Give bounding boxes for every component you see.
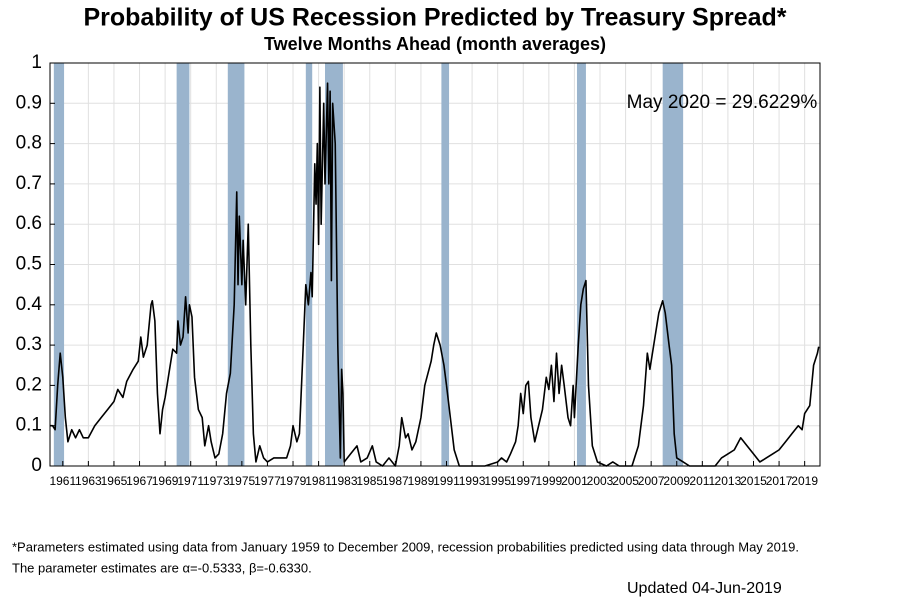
x-tick-label: 1965 bbox=[101, 474, 128, 488]
footnote: *Parameters estimated using data from Ja… bbox=[12, 539, 799, 554]
x-tick-label: 2007 bbox=[638, 474, 665, 488]
x-tick-label: 2019 bbox=[791, 474, 818, 488]
y-tick-label: 0.9 bbox=[16, 92, 42, 113]
x-tick-label: 1961 bbox=[49, 474, 76, 488]
x-tick-label: 1975 bbox=[229, 474, 256, 488]
y-tick-label: 0.1 bbox=[16, 415, 42, 436]
x-tick-label: 1983 bbox=[331, 474, 358, 488]
x-tick-label: 1997 bbox=[510, 474, 537, 488]
x-tick-label: 1999 bbox=[535, 474, 562, 488]
recession-band bbox=[662, 63, 684, 466]
y-tick-label: 1 bbox=[31, 52, 42, 73]
x-tick-label: 1967 bbox=[126, 474, 153, 488]
y-tick-label: 0.7 bbox=[16, 173, 42, 194]
y-tick-label: 0.3 bbox=[16, 334, 42, 355]
x-tick-label: 2009 bbox=[663, 474, 690, 488]
x-tick-label: 1981 bbox=[305, 474, 332, 488]
x-tick-label: 2005 bbox=[612, 474, 639, 488]
recession-band bbox=[53, 63, 65, 466]
x-tick-label: 1985 bbox=[356, 474, 383, 488]
updated-note: Updated 04-Jun-2019 bbox=[627, 580, 782, 597]
recession-band bbox=[227, 63, 245, 466]
x-tick-label: 2015 bbox=[740, 474, 767, 488]
y-tick-label: 0.2 bbox=[16, 374, 42, 395]
footnote: The parameter estimates are α=-0.5333, β… bbox=[12, 560, 312, 575]
x-tick-label: 1971 bbox=[177, 474, 204, 488]
x-tick-label: 1977 bbox=[254, 474, 281, 488]
x-tick-label: 1987 bbox=[382, 474, 409, 488]
x-tick-label: 1969 bbox=[152, 474, 179, 488]
x-tick-label: 1995 bbox=[484, 474, 511, 488]
x-tick-label: 1979 bbox=[280, 474, 307, 488]
recession-band bbox=[176, 63, 190, 466]
x-tick-label: 1963 bbox=[75, 474, 102, 488]
y-tick-label: 0.5 bbox=[16, 254, 42, 275]
x-tick-label: 2003 bbox=[587, 474, 614, 488]
x-tick-label: 2013 bbox=[715, 474, 742, 488]
recession-band bbox=[305, 63, 313, 466]
x-tick-label: 1993 bbox=[459, 474, 486, 488]
recession-band bbox=[576, 63, 586, 466]
y-tick-label: 0 bbox=[31, 455, 42, 476]
x-tick-label: 1973 bbox=[203, 474, 230, 488]
annotation: May 2020 = 29.6229% bbox=[627, 92, 818, 113]
x-tick-label: 1989 bbox=[408, 474, 435, 488]
x-tick-label: 2017 bbox=[766, 474, 793, 488]
x-tick-label: 2001 bbox=[561, 474, 588, 488]
probability-line bbox=[50, 82, 820, 467]
x-tick-label: 1991 bbox=[433, 474, 460, 488]
chart-subtitle: Twelve Months Ahead (month averages) bbox=[264, 34, 606, 54]
recession-band bbox=[441, 63, 450, 466]
chart-title: Probability of US Recession Predicted by… bbox=[83, 4, 786, 32]
x-tick-label: 2011 bbox=[689, 474, 715, 488]
y-tick-label: 0.4 bbox=[16, 294, 43, 315]
y-tick-label: 0.8 bbox=[16, 133, 42, 154]
y-tick-label: 0.6 bbox=[16, 213, 42, 234]
